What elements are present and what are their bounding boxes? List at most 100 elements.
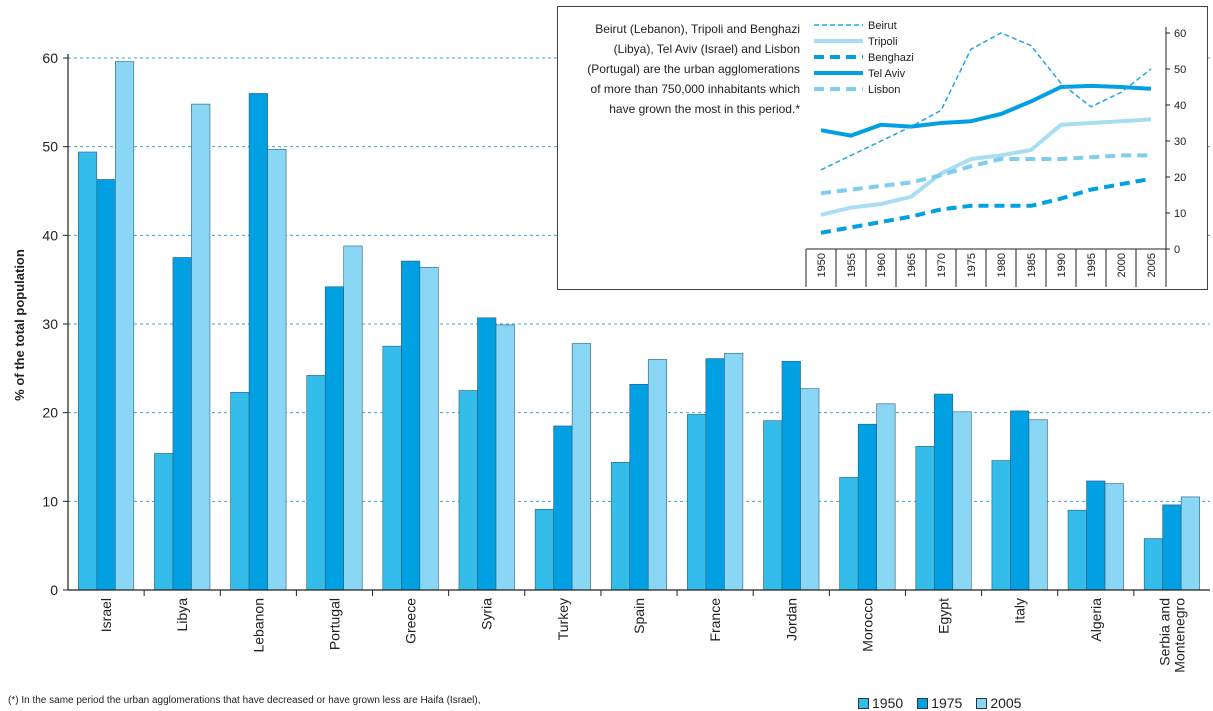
bar-1975 xyxy=(1086,480,1106,591)
inset-x-tick-label: 1955 xyxy=(846,253,858,277)
y-tick-label: 0 xyxy=(50,582,58,598)
bar-1975 xyxy=(1162,504,1182,591)
x-tick-label: Morocco xyxy=(859,598,875,652)
bar-1975 xyxy=(172,257,192,591)
bar-2005 xyxy=(952,411,972,591)
inset-y-tick-label: 60 xyxy=(1174,28,1186,40)
inset-line-tripoli xyxy=(820,117,1152,217)
bar-1975 xyxy=(401,260,421,591)
legend-swatch-1975 xyxy=(917,697,929,709)
bar-1975 xyxy=(96,179,116,591)
bar-1950 xyxy=(1067,509,1087,591)
x-tick-label: Algeria xyxy=(1088,598,1104,642)
bar-2005 xyxy=(115,61,135,591)
inset-x-tick-label: 1975 xyxy=(966,253,978,277)
x-tick-label: Portugal xyxy=(326,598,342,650)
legend-item-1975: 1975 xyxy=(917,695,962,711)
bar-2005 xyxy=(724,352,744,591)
legend-item-1950: 1950 xyxy=(858,695,903,711)
bar-2005 xyxy=(267,149,287,591)
inset-legend-label: Tel Aviv xyxy=(868,68,906,80)
bar-1975 xyxy=(553,425,573,591)
legend-item-2005: 2005 xyxy=(976,695,1021,711)
bar-2005 xyxy=(1028,419,1048,591)
x-tick-label: Serbia andMontenegro xyxy=(1156,598,1187,673)
bar-1950 xyxy=(230,391,250,591)
bar-2005 xyxy=(1180,496,1200,591)
bar-1950 xyxy=(687,414,707,591)
legend-swatch-2005 xyxy=(976,697,988,709)
inset-x-tick-label: 1960 xyxy=(876,253,888,277)
bar-2005 xyxy=(800,388,820,591)
bar-1950 xyxy=(1143,538,1163,591)
inset-y-tick-label: 30 xyxy=(1174,136,1186,148)
axes: 0 10 20 30 40 50 60 Israel Libya Lebanon Portugal G… xyxy=(42,50,1210,673)
x-tick-label: Jordan xyxy=(783,598,799,641)
x-tick-label: France xyxy=(707,598,723,642)
legend-label-2005: 2005 xyxy=(990,695,1022,711)
inset-y-tick-label: 40 xyxy=(1174,100,1186,112)
inset-x-tick-label: 1995 xyxy=(1086,253,1098,277)
bar-1950 xyxy=(763,420,783,591)
bar-2005 xyxy=(876,403,896,591)
x-tick-label: Greece xyxy=(403,598,419,644)
x-tick-label: Spain xyxy=(631,598,647,634)
bar-1950 xyxy=(839,477,859,591)
bars xyxy=(78,61,1200,591)
inset-x-tick-label: 1980 xyxy=(996,253,1008,277)
legend-swatch-1950 xyxy=(858,697,869,709)
inset-legend-label: Tripoli xyxy=(868,36,898,48)
y-tick-label: 10 xyxy=(42,493,58,509)
legend-label-1975: 1975 xyxy=(931,695,963,711)
bar-1950 xyxy=(458,390,478,591)
inset-legend-label: Lisbon xyxy=(868,84,900,96)
inset-line-chart: 0 10 20 30 40 50 60 1950 1955 1960 1965 1970 1975 198… xyxy=(557,6,1208,290)
inset-line-lisbon xyxy=(820,153,1151,196)
inset-legend-label: Benghazi xyxy=(868,52,914,64)
inset-svg: 0 10 20 30 40 50 60 1950 1955 1960 1965 1970 1975 198… xyxy=(805,20,1186,287)
bar-2005 xyxy=(343,245,363,591)
y-tick-label: 20 xyxy=(42,405,58,421)
bar-1975 xyxy=(933,393,954,591)
x-tick-label: Israel xyxy=(98,598,114,632)
legend: 1950 1975 2005 xyxy=(858,695,1021,711)
inset-line-beirut xyxy=(820,32,1152,171)
inset-x-tick-label: 2005 xyxy=(1146,253,1158,277)
bar-1950 xyxy=(991,460,1011,591)
inset-y-tick-label: 20 xyxy=(1174,172,1186,184)
y-axis-label: % of the total population xyxy=(12,249,27,401)
bar-2005 xyxy=(1104,483,1124,591)
y-tick-label: 40 xyxy=(42,227,58,243)
bar-1950 xyxy=(154,453,174,591)
x-tick-label: Syria xyxy=(479,598,495,630)
footnote: (*) In the same period the urban agglome… xyxy=(8,695,481,706)
bar-1975 xyxy=(857,423,877,591)
bar-1950 xyxy=(382,345,402,591)
x-tick-label: Turkey xyxy=(555,598,571,640)
y-tick-label: 60 xyxy=(42,50,58,66)
x-tick-label: Lebanon xyxy=(250,598,266,653)
inset-line-benghazi xyxy=(820,176,1152,235)
bar-1950 xyxy=(915,446,935,591)
bar-2005 xyxy=(647,359,668,591)
inset-x-tick-label: 1990 xyxy=(1056,253,1068,277)
inset-x-tick-label: 1970 xyxy=(936,253,948,277)
legend-label-1950: 1950 xyxy=(872,695,904,711)
bar-1975 xyxy=(781,360,801,591)
bar-1975 xyxy=(705,358,725,591)
bar-1950 xyxy=(610,462,631,591)
inset-note: Beirut (Lebanon), Tripoli and Benghazi (… xyxy=(587,22,800,116)
x-tick-label: Libya xyxy=(174,598,190,632)
bar-2005 xyxy=(495,324,515,591)
bar-1975 xyxy=(324,286,345,591)
bar-1950 xyxy=(306,375,326,591)
x-tick-label: Egypt xyxy=(936,598,952,634)
x-tick-label: Italy xyxy=(1012,598,1028,624)
bar-2005 xyxy=(191,103,211,591)
bar-2005 xyxy=(419,266,439,591)
bar-1975 xyxy=(477,317,497,591)
bar-1975 xyxy=(1010,410,1030,591)
bar-2005 xyxy=(571,343,591,591)
bar-1975 xyxy=(248,93,268,591)
